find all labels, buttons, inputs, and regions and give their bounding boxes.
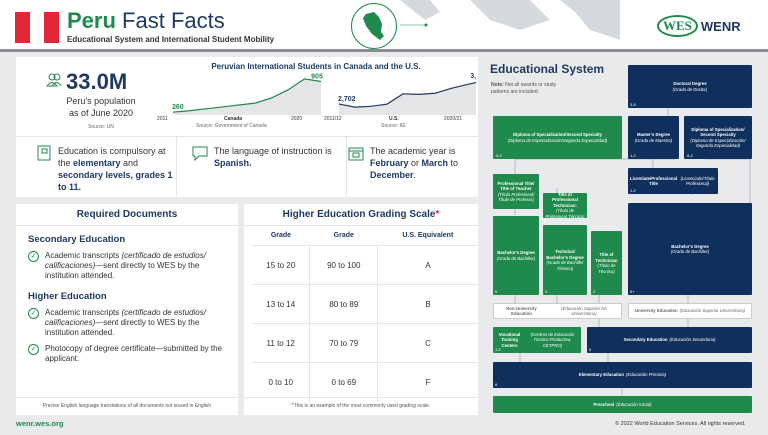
docs-title: Required Documents bbox=[16, 204, 238, 226]
canada-tick-start: 2011 bbox=[157, 116, 168, 122]
box-masters: Master's Degree (Grado de Maestro) 1-2 bbox=[628, 116, 679, 159]
edu-note: Note: Not all awards or study patterns a… bbox=[491, 82, 557, 95]
fact-2: The academic year is February or March t… bbox=[348, 145, 473, 181]
box-technician: Title of Technician (Título de Técnico) 2 bbox=[591, 231, 622, 295]
fact-1: The language of instruction is Spanish. bbox=[192, 145, 332, 169]
table-row: 13 to 14 80 to 89 B bbox=[252, 284, 478, 324]
canada-label: Canada bbox=[224, 116, 243, 122]
peru-flag bbox=[15, 12, 60, 43]
copyright: © 2022 World Education Services. All rig… bbox=[615, 421, 746, 427]
data-label: 3,556 bbox=[470, 73, 476, 80]
data-label: 2,702 bbox=[338, 96, 356, 103]
speech-bubble-icon bbox=[192, 146, 208, 161]
box-diploma-navy: Diploma of Specialization/ Second Specia… bbox=[684, 116, 752, 159]
population-value: 33.0M bbox=[66, 69, 128, 94]
grading-cell: F bbox=[377, 362, 478, 402]
grading-header: Grade bbox=[270, 232, 292, 239]
document-item: ✓ Photocopy of degree certificate—submitt… bbox=[28, 344, 226, 364]
canada-source: Source: Government of Canada bbox=[196, 123, 267, 129]
grading-cell: A bbox=[377, 245, 478, 285]
edu-system-title: Educational System bbox=[490, 62, 605, 76]
grading-header: U.S. Equivalent bbox=[402, 232, 454, 239]
grading-cell: 80 to 89 bbox=[309, 284, 378, 324]
table-row: 11 to 12 70 to 79 C bbox=[252, 323, 478, 363]
box-bachelor-green: Bachelor's Degree (Grado de Bachiller) 5 bbox=[493, 216, 539, 295]
box-bachelor-navy: Bachelor's Degree (Grado de Bachiller) 5+ bbox=[628, 203, 752, 295]
box-university: University Education (Educación Superior … bbox=[628, 303, 752, 319]
grading-cell: C bbox=[377, 323, 478, 363]
grading-cell: 11 to 12 bbox=[252, 323, 310, 363]
data-label: 260 bbox=[172, 104, 184, 111]
higher-heading: Higher Education bbox=[28, 291, 107, 302]
grading-scale-card: Higher Education Grading Scale* Grade Gra… bbox=[244, 204, 478, 415]
table-row: 15 to 20 90 to 100 A bbox=[252, 245, 478, 285]
box-elementary: Elementary Education (Educación Primaria)… bbox=[493, 362, 752, 388]
grading-header: Grade bbox=[333, 232, 354, 239]
us-tick-start: 2011/12 bbox=[324, 116, 342, 122]
box-doctoral: Doctoral Degree (Grado de Doctor) 3-5 bbox=[628, 65, 752, 108]
grading-cell: 0 to 10 bbox=[252, 362, 310, 402]
population-label: Peru's population as of June 2020 bbox=[66, 96, 136, 118]
chart-title: Peruvian International Students in Canad… bbox=[211, 62, 421, 71]
book-icon bbox=[37, 145, 51, 161]
grading-title: Higher Education Grading Scale* bbox=[244, 204, 478, 226]
document-item: ✓ Academic transcripts (certificado de es… bbox=[28, 308, 226, 338]
page-subtitle: Educational System and International Stu… bbox=[67, 35, 275, 44]
peru-map-icon bbox=[351, 3, 397, 49]
series-area-1 bbox=[339, 82, 476, 115]
box-professional-title: Professional Title/ Title of Teacher (Tít… bbox=[493, 174, 539, 209]
wes-wenr-logo[interactable]: WES WENR bbox=[657, 15, 741, 37]
required-documents-card: Required Documents Secondary Education ✓… bbox=[16, 204, 238, 415]
fact-0: Education is compulsory at the elementar… bbox=[36, 145, 176, 193]
series-line-0 bbox=[172, 78, 322, 113]
box-title-prof-tech: Title of Professional Technician: (Título… bbox=[543, 192, 587, 219]
grading-cell: 0 to 69 bbox=[309, 362, 378, 402]
document-item: ✓ Academic transcripts (certificado de es… bbox=[28, 251, 226, 281]
grading-cell: 70 to 79 bbox=[309, 323, 378, 363]
grading-cell: 15 to 20 bbox=[252, 245, 310, 285]
check-icon: ✓ bbox=[28, 251, 39, 262]
box-preschool: Preschool (Educación Inicial) bbox=[493, 396, 752, 413]
canada-tick-end: 2020 bbox=[291, 116, 303, 122]
box-secondary: Secondary Education (Educación Secundaria… bbox=[587, 327, 752, 353]
grading-table: Grade Grade U.S. Equivalent 15 to 20 90 to 1… bbox=[252, 226, 478, 402]
overview-card: 33.0M Peru's population as of June 2020 S… bbox=[16, 57, 478, 197]
table-row: 0 to 10 0 to 69 F bbox=[252, 362, 478, 402]
secondary-heading: Secondary Education bbox=[28, 234, 126, 245]
series-area-0 bbox=[173, 78, 321, 115]
calendar-icon bbox=[348, 147, 364, 161]
grading-footnote: *This is an example of the most commonly… bbox=[244, 397, 478, 415]
people-icon bbox=[46, 73, 62, 87]
grading-cell: 13 to 14 bbox=[252, 284, 310, 324]
grading-cell: 90 to 100 bbox=[309, 245, 378, 285]
series-line-1 bbox=[338, 81, 476, 108]
box-non-university: Non-University Education (Educación Super… bbox=[493, 303, 622, 319]
grading-cell: B bbox=[377, 284, 478, 324]
box-diploma-green: Diploma of Specialization/Second Special… bbox=[493, 116, 622, 159]
box-licentiate: Licentiate/Professional Title (Licenciado… bbox=[628, 168, 718, 194]
us-tick-end: 2020/21 bbox=[444, 116, 463, 122]
world-map-icon bbox=[400, 0, 620, 40]
page-title: Peru Fast Facts bbox=[67, 8, 225, 33]
check-icon: ✓ bbox=[28, 308, 39, 319]
header: Peru Fast Facts Educational System and I… bbox=[0, 0, 768, 52]
check-icon: ✓ bbox=[28, 344, 39, 355]
box-vocational: Vocational Training Centers (Centros de E… bbox=[493, 327, 581, 353]
website-link[interactable]: wenr.wes.org bbox=[16, 419, 64, 428]
students-chart: 260 905 2,702 3,556 bbox=[172, 73, 476, 115]
us-source: Source: IIE bbox=[381, 123, 406, 129]
population-source: Source: UN bbox=[88, 124, 114, 130]
box-tech-bachelor: Technical Bachelor's Degree (Grado de Bac… bbox=[543, 225, 587, 295]
us-label: U.S. bbox=[389, 116, 399, 122]
docs-footer: Precise English language translations of… bbox=[16, 397, 238, 415]
data-label: 905 bbox=[311, 74, 323, 81]
